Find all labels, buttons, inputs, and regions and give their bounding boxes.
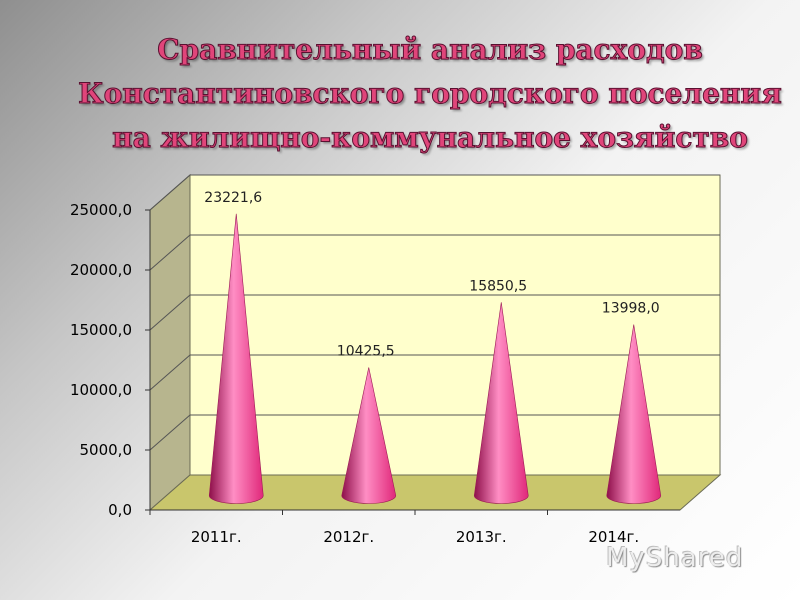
gridline [149, 294, 720, 331]
data-label: 13998,0 [602, 301, 660, 317]
cone-bar [208, 213, 264, 504]
y-tick-label: 15000,0 [70, 321, 132, 339]
cones [208, 213, 662, 504]
data-label: 10425,5 [337, 343, 395, 359]
y-tick-label: 20000,0 [70, 261, 132, 279]
x-tick-label: 2011г. [191, 528, 242, 546]
watermark-text: MyShared [606, 543, 744, 573]
cone-bar [473, 302, 529, 504]
data-label: 15850,5 [469, 278, 527, 294]
y-tick-labels: 0,0 5000,0 10000,0 15000,0 20000,0 25000,0 [70, 201, 150, 519]
y-tick-label: 10000,0 [70, 381, 132, 399]
x-tick-label: 2014г. [588, 528, 639, 546]
y-tick-label: 0,0 [108, 501, 132, 519]
watermark-logo: MyShared [606, 543, 743, 573]
y-tick-label: 5000,0 [80, 441, 133, 459]
data-labels: 23221,6 10425,5 15850,5 13998,0 [204, 190, 659, 360]
chart-title: Сравнительный анализ расходов Константин… [78, 33, 783, 155]
data-label: 23221,6 [204, 190, 262, 206]
x-tick-labels: 2011г. 2012г. 2013г. 2014г. [149, 510, 639, 546]
y-tick-label: 25000,0 [70, 201, 132, 219]
gridline [149, 234, 720, 271]
chart-side-wall [149, 173, 191, 512]
gridlines [149, 174, 720, 451]
x-tick-label: 2012г. [323, 528, 374, 546]
gridline [149, 174, 720, 211]
cone-bar [606, 324, 662, 504]
gridline [149, 414, 720, 451]
gridline [149, 354, 720, 391]
x-tick-label: 2013г. [456, 528, 507, 546]
cone-bar [341, 367, 397, 504]
